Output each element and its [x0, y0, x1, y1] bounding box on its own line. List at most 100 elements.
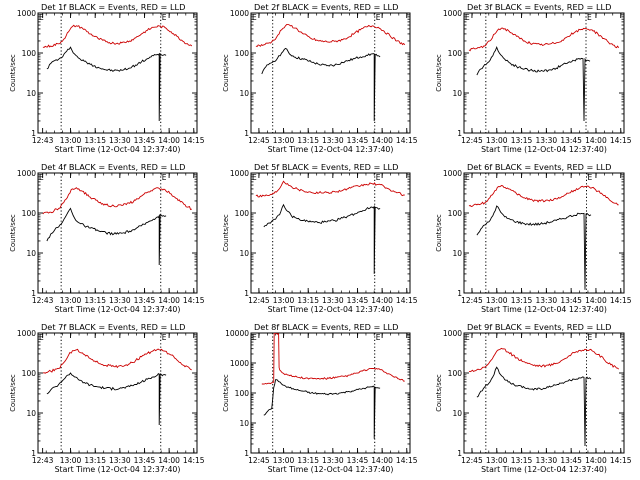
x-axis-label: Start Time (12-Oct-04 12:37:40) — [481, 465, 607, 474]
x-tick-label: 14:00 — [585, 456, 607, 465]
x-tick-label: 14:00 — [371, 296, 393, 305]
plot-frame — [463, 172, 625, 294]
series-line-events — [476, 366, 592, 447]
plot-title: Det 2f BLACK = Events, RED = LLD — [254, 2, 398, 12]
y-tick-label: 10 — [239, 249, 249, 258]
x-tick-label: 14:15 — [183, 456, 205, 465]
y-tick-label: 1000 — [17, 329, 36, 338]
series-line-lld — [255, 180, 405, 198]
x-tick-label: 13:00 — [60, 136, 82, 145]
x-axis-label: Start Time (12-Oct-04 12:37:40) — [268, 305, 394, 314]
y-tick-label: 100 — [448, 49, 463, 58]
event-marker-label: E — [162, 333, 167, 342]
y-axis-label: Counts/sec — [435, 374, 443, 412]
x-tick-label: 13:45 — [347, 136, 369, 145]
plot-title: Det 1f BLACK = Events, RED = LLD — [41, 2, 185, 12]
plot-frame — [463, 12, 625, 134]
x-axis-label: Start Time (12-Oct-04 12:37:40) — [268, 145, 394, 154]
event-marker-label: E — [39, 173, 44, 182]
y-tick-label: 100 — [235, 49, 250, 58]
det-plot-6: Det 6f BLACK = Events, RED = LLD 1 10 100 10… — [435, 162, 632, 314]
x-axis-label: Start Time (12-Oct-04 12:37:40) — [268, 465, 394, 474]
series-line-events — [263, 379, 381, 439]
x-axis-label: Start Time (12-Oct-04 12:37:40) — [55, 145, 181, 154]
y-tick-label: 10 — [452, 89, 462, 98]
y-tick-label: 100 — [22, 369, 37, 378]
y-axis-label: Counts/sec — [222, 214, 230, 252]
y-tick-label: 1 — [244, 449, 249, 458]
x-tick-label: 12:45 — [461, 136, 483, 145]
x-tick-label: 13:00 — [486, 456, 508, 465]
y-tick-label: 1 — [457, 289, 462, 298]
y-tick-label: 10000 — [225, 329, 249, 338]
det-plot-4: Det 4f BLACK = Events, RED = LLD 1 10 100 10… — [9, 162, 205, 314]
x-tick-label: 13:00 — [273, 296, 295, 305]
x-tick-label: 13:00 — [60, 296, 82, 305]
x-tick-label: 12:45 — [248, 296, 270, 305]
y-tick-label: 1 — [457, 129, 462, 138]
plot-data — [42, 24, 193, 122]
x-tick-label: 13:00 — [486, 136, 508, 145]
x-tick-label: 13:30 — [109, 456, 131, 465]
plot-data — [261, 333, 405, 439]
det-plot-7: Det 7f BLACK = Events, RED = LLD 1 10 100 10… — [9, 322, 205, 474]
x-tick-label: 13:15 — [511, 296, 533, 305]
x-tick-label: 12:45 — [461, 296, 483, 305]
plot-data — [468, 347, 619, 447]
x-tick-label: 14:15 — [610, 456, 632, 465]
plot-title: Det 9f BLACK = Events, RED = LLD — [467, 322, 611, 332]
y-tick-label: 1 — [457, 449, 462, 458]
y-tick-label: 10 — [239, 419, 249, 428]
y-tick-label: 10 — [26, 409, 36, 418]
y-tick-label: 1 — [31, 289, 36, 298]
x-axis-label: Start Time (12-Oct-04 12:37:40) — [481, 305, 607, 314]
x-tick-label: 13:15 — [297, 456, 319, 465]
det-plot-5: Det 5f BLACK = Events, RED = LLD 1 10 100 10… — [222, 162, 418, 314]
x-tick-label: 13:45 — [560, 136, 582, 145]
x-tick-label: 14:15 — [610, 136, 632, 145]
x-tick-label: 14:00 — [585, 296, 607, 305]
event-marker-label: E — [252, 13, 257, 22]
plot-data — [255, 23, 406, 122]
y-tick-label: 1000 — [443, 169, 462, 178]
series-line-lld — [468, 185, 619, 207]
x-tick-label: 13:15 — [84, 296, 106, 305]
x-tick-label: 12:45 — [461, 456, 483, 465]
y-tick-label: 1000 — [17, 169, 36, 178]
x-tick-label: 13:45 — [347, 456, 369, 465]
y-tick-label: 1000 — [17, 9, 36, 18]
y-tick-label: 100 — [448, 369, 463, 378]
x-tick-label: 13:30 — [322, 296, 344, 305]
x-tick-label: 13:00 — [273, 136, 295, 145]
y-tick-label: 10 — [452, 249, 462, 258]
y-tick-label: 1000 — [443, 329, 462, 338]
y-tick-label: 10 — [26, 249, 36, 258]
x-tick-label: 13:30 — [536, 296, 558, 305]
x-tick-label: 12:43 — [32, 136, 54, 145]
y-tick-label: 1000 — [230, 359, 249, 368]
det-plot-8: Det 8f BLACK = Events, RED = LLD 1 10 100 10… — [222, 322, 418, 474]
y-tick-label: 1 — [244, 289, 249, 298]
x-tick-label: 13:15 — [511, 456, 533, 465]
y-tick-label: 1000 — [230, 169, 249, 178]
det-plot-2: Det 2f BLACK = Events, RED = LLD 1 10 100 10… — [222, 2, 418, 154]
y-tick-label: 1000 — [443, 9, 462, 18]
event-marker-label: E — [587, 13, 592, 22]
y-tick-label: 1 — [244, 129, 249, 138]
x-tick-label: 13:30 — [322, 456, 344, 465]
x-tick-label: 14:15 — [396, 456, 418, 465]
event-marker-label: E — [588, 333, 593, 342]
x-tick-label: 13:45 — [134, 456, 156, 465]
plot-data — [255, 180, 405, 274]
x-tick-label: 13:45 — [347, 296, 369, 305]
x-tick-label: 13:30 — [109, 136, 131, 145]
event-marker-label: E — [465, 333, 470, 342]
y-tick-label: 10 — [239, 89, 249, 98]
x-tick-label: 14:15 — [396, 296, 418, 305]
x-tick-label: 13:15 — [511, 136, 533, 145]
series-line-events — [476, 205, 592, 290]
plot-title: Det 7f BLACK = Events, RED = LLD — [41, 322, 185, 332]
x-tick-label: 14:00 — [158, 136, 180, 145]
plot-title: Det 3f BLACK = Events, RED = LLD — [467, 2, 611, 12]
